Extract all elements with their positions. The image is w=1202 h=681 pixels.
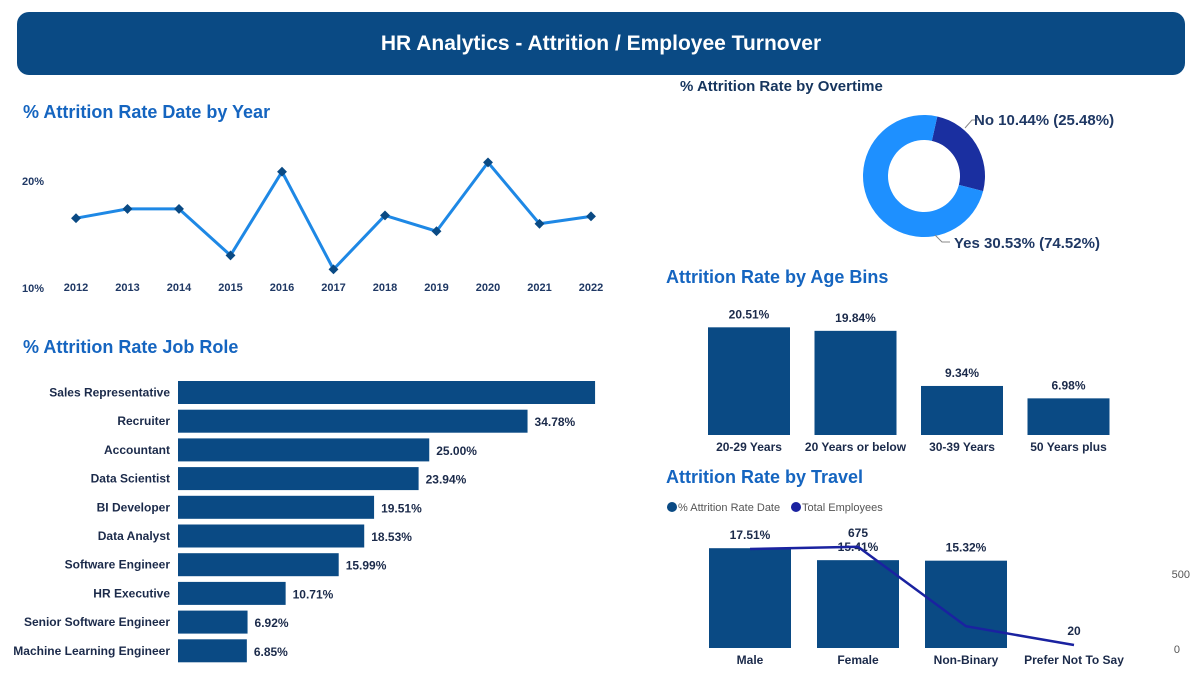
data-point [586, 211, 596, 222]
leader-line [964, 119, 978, 129]
age-value-label: 20.51% [729, 307, 770, 321]
job-role-bar [178, 610, 248, 634]
legend-marker [791, 502, 801, 512]
legend-label: % Attrition Rate Date [678, 502, 780, 514]
x-tick-label: 2020 [476, 282, 500, 294]
x-tick-label: 2018 [373, 282, 397, 294]
travel-bar [817, 560, 899, 648]
job-role-bar [178, 524, 365, 548]
job-role-label: Data Analyst [98, 529, 170, 543]
job-role-label: BI Developer [97, 500, 171, 514]
x-tick-label: 2015 [218, 282, 242, 294]
data-point [71, 213, 81, 224]
donut-label-no: No 10.44% (25.48%) [974, 112, 1114, 129]
total-employees-label: 675 [848, 526, 868, 540]
age-bar [708, 327, 790, 435]
age-value-label: 6.98% [1051, 378, 1085, 392]
job-role-bar [178, 495, 375, 519]
year-line-chart: 20% 10% 2012 2013 2014 2015 2016 2017 2018 2019 20… [22, 157, 603, 295]
attrition-series-line [75, 159, 592, 272]
travel-category-label: Non-Binary [934, 653, 999, 667]
donut-label-yes: Yes 30.53% (74.52%) [954, 235, 1100, 252]
age-bar [814, 330, 897, 435]
job-role-value-label: 25.00% [436, 444, 477, 458]
legend-marker [667, 502, 677, 512]
x-tick-label: 2022 [579, 282, 603, 294]
job-role-value-label: 10.71% [293, 587, 334, 601]
age-bar [921, 385, 1003, 435]
secondary-y-tick: 0 [1174, 644, 1180, 656]
job-role-bar [178, 438, 430, 462]
y-tick-label: 20% [22, 176, 44, 188]
donut-slice-yes [863, 115, 984, 237]
job-role-value-label: 18.53% [371, 530, 412, 544]
job-chart-title: % Attrition Rate Job Role [23, 337, 239, 357]
travel-chart-title: Attrition Rate by Travel [666, 467, 864, 487]
job-role-label: Software Engineer [65, 558, 171, 572]
job-role-label: Sales Representative [49, 386, 170, 400]
job-role-label: Accountant [104, 443, 170, 457]
page-title: HR Analytics - Attrition / Employee Turn… [380, 31, 822, 55]
job-role-value-label: 23.94% [426, 473, 467, 487]
age-category-label: 30-39 Years [929, 440, 995, 454]
overtime-donut-chart: No 10.44% (25.48%) Yes 30.53% (74.52%) [863, 112, 1114, 252]
age-bar-chart: 20.51% 20-29 Years 19.84% 20 Years or below… [708, 307, 1110, 454]
job-role-label: Senior Software Engineer [24, 615, 170, 629]
header-banner: HR Analytics - Attrition / Employee Turn… [17, 12, 1185, 75]
total-employees-line [749, 545, 1075, 647]
x-tick-label: 2013 [115, 282, 139, 294]
job-role-bar [178, 639, 247, 663]
job-role-label: Recruiter [117, 414, 170, 428]
job-role-bar [178, 467, 419, 491]
age-category-label: 50 Years plus [1030, 440, 1107, 454]
job-role-value-label: 19.51% [381, 501, 422, 515]
data-point [380, 210, 390, 221]
travel-category-label: Prefer Not To Say [1024, 653, 1124, 667]
age-value-label: 19.84% [835, 311, 876, 325]
travel-category-label: Male [737, 653, 764, 667]
job-role-label: Machine Learning Engineer [13, 644, 170, 658]
job-role-value-label: 6.85% [254, 645, 288, 659]
x-tick-label: 2016 [270, 282, 294, 294]
secondary-y-tick: 500 [1172, 569, 1190, 581]
x-tick-label: 2014 [167, 282, 192, 294]
job-role-bar [178, 553, 339, 577]
x-tick-label: 2012 [64, 282, 88, 294]
travel-value-label: 15.32% [946, 541, 987, 555]
job-role-label: HR Executive [93, 586, 170, 600]
data-point [122, 203, 133, 214]
job-role-bar [178, 381, 596, 404]
overtime-chart-title: % Attrition Rate by Overtime [680, 78, 883, 95]
age-chart-title: Attrition Rate by Age Bins [666, 267, 889, 287]
data-point [534, 218, 545, 229]
leader-line [934, 234, 950, 243]
data-point [431, 226, 442, 237]
travel-combo-chart: % Attrition Rate Date Total Employees 17.5… [667, 502, 1190, 667]
job-role-label: Data Scientist [91, 472, 170, 486]
age-category-label: 20 Years or below [805, 440, 907, 454]
donut-slice-no [931, 116, 985, 192]
total-employees-label: 20 [1067, 624, 1081, 638]
job-role-bar [178, 581, 286, 605]
job-bar-chart: Sales Representative Recruiter 34.78% Accou… [13, 381, 596, 663]
job-role-value-label: 6.92% [255, 616, 289, 630]
year-chart-title: % Attrition Rate Date by Year [23, 102, 271, 122]
travel-bar [925, 560, 1007, 648]
legend-label: Total Employees [802, 502, 883, 514]
travel-bar [709, 548, 791, 648]
job-role-value-label: 34.78% [535, 415, 576, 429]
age-category-label: 20-29 Years [716, 440, 782, 454]
x-tick-label: 2017 [321, 282, 345, 294]
job-role-bar [178, 409, 528, 433]
age-value-label: 9.34% [945, 366, 979, 380]
x-tick-label: 2021 [527, 282, 551, 294]
travel-category-label: Female [837, 653, 879, 667]
data-point [225, 250, 236, 261]
x-tick-label: 2019 [424, 282, 448, 294]
travel-value-label: 17.51% [730, 528, 771, 542]
y-tick-label: 10% [22, 283, 44, 295]
age-bar [1027, 398, 1110, 435]
job-role-value-label: 15.99% [346, 559, 387, 573]
data-point [174, 203, 184, 214]
